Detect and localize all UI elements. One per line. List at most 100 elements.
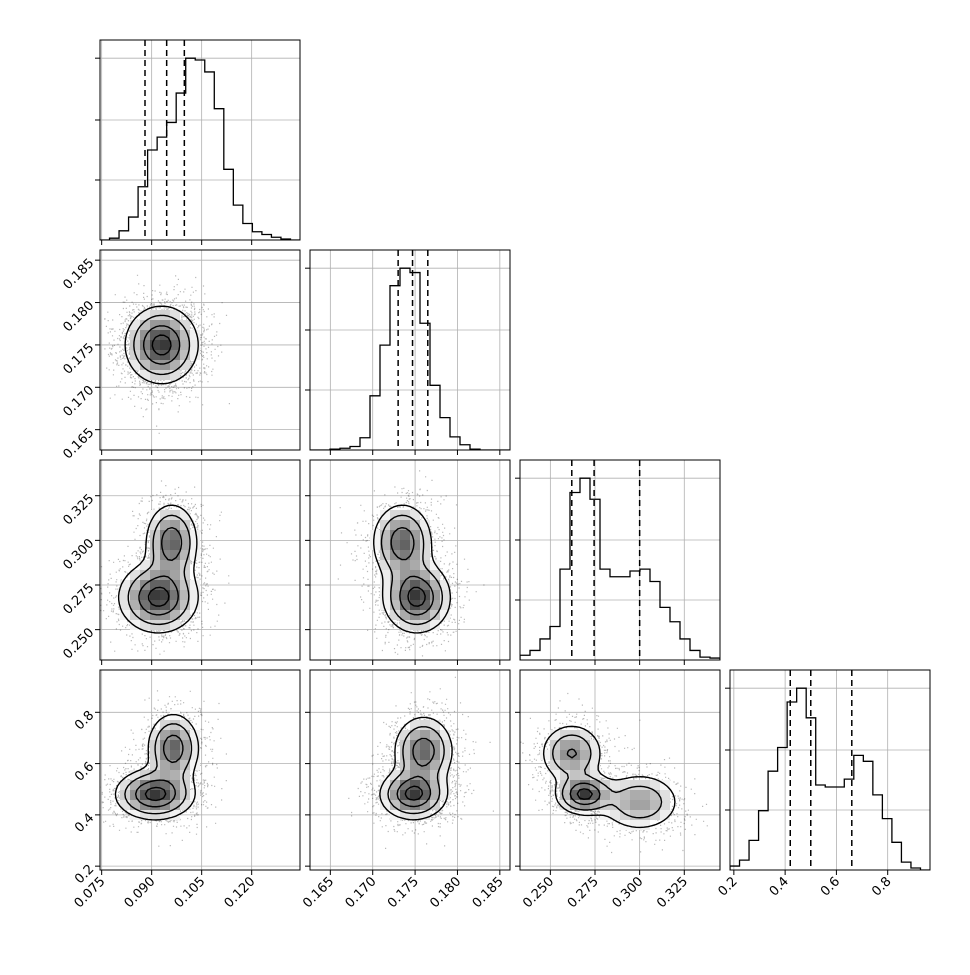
density-cell bbox=[170, 770, 180, 780]
y-tick-label: 0.8 bbox=[72, 708, 97, 733]
density-cell bbox=[380, 600, 390, 610]
density-cell bbox=[390, 570, 400, 580]
density-cell bbox=[390, 520, 400, 530]
density-cell bbox=[380, 800, 390, 810]
density-cell bbox=[440, 760, 450, 770]
density-cell bbox=[170, 610, 180, 620]
density-cell bbox=[420, 620, 430, 630]
y-tick-label: 0.325 bbox=[60, 491, 97, 528]
density-cell bbox=[150, 590, 160, 600]
density-cell bbox=[170, 350, 180, 360]
density-cell bbox=[550, 770, 560, 780]
density-cell bbox=[170, 310, 180, 320]
panel-frame bbox=[99, 39, 301, 241]
panel-r3-c3: 0.2 0.4 0.6 0.8 bbox=[715, 669, 931, 899]
density-cell bbox=[170, 320, 180, 330]
density-cell bbox=[130, 570, 140, 580]
density-cell bbox=[620, 780, 630, 790]
density-cell bbox=[190, 350, 200, 360]
density-cell bbox=[630, 820, 640, 830]
density-cell bbox=[540, 750, 550, 760]
density-cell bbox=[150, 340, 160, 350]
density-cell bbox=[400, 770, 410, 780]
density-cell bbox=[400, 520, 410, 530]
density-cell bbox=[400, 760, 410, 770]
density-cell bbox=[600, 800, 610, 810]
density-cell bbox=[580, 790, 590, 800]
density-cell bbox=[380, 540, 390, 550]
density-cell bbox=[140, 610, 150, 620]
density-cell bbox=[590, 760, 600, 770]
panel-content bbox=[100, 670, 300, 870]
density-cell bbox=[160, 340, 170, 350]
density-cell bbox=[180, 330, 190, 340]
y-tick-label: 0.6 bbox=[72, 759, 97, 784]
density-cell bbox=[160, 510, 170, 520]
density-cell bbox=[410, 760, 420, 770]
scatter-points bbox=[104, 274, 230, 434]
contour-level-3 bbox=[147, 586, 170, 607]
panel-r2-c0: 0.250 0.275 0.300 0.325 bbox=[60, 459, 301, 665]
density-cell bbox=[420, 600, 430, 610]
density-cell bbox=[550, 750, 560, 760]
density-cell bbox=[660, 790, 670, 800]
density-cell bbox=[180, 540, 190, 550]
density-cell bbox=[420, 540, 430, 550]
density-cell bbox=[160, 360, 170, 370]
density-cell bbox=[440, 590, 450, 600]
density-cell bbox=[180, 350, 190, 360]
panel-r0-c0 bbox=[95, 39, 301, 245]
density-cell bbox=[400, 810, 410, 820]
density-cell bbox=[160, 780, 170, 790]
density-cell bbox=[590, 770, 600, 780]
density-cell bbox=[120, 590, 130, 600]
density-cell bbox=[140, 570, 150, 580]
density-cell bbox=[170, 530, 180, 540]
density-cell bbox=[160, 580, 170, 590]
density-cell bbox=[170, 550, 180, 560]
panel-content bbox=[100, 250, 300, 450]
density-cell bbox=[590, 800, 600, 810]
density-cell bbox=[150, 550, 160, 560]
density-cell bbox=[140, 350, 150, 360]
density-cell bbox=[120, 610, 130, 620]
density-cell bbox=[130, 600, 140, 610]
density-cell bbox=[130, 580, 140, 590]
density-cell bbox=[180, 580, 190, 590]
contour-level-2 bbox=[390, 526, 434, 616]
density-cell bbox=[160, 370, 170, 380]
contour-level-1 bbox=[124, 723, 193, 815]
density-cell bbox=[150, 540, 160, 550]
density-cell bbox=[190, 580, 200, 590]
y-tick-label: 0.250 bbox=[60, 625, 97, 662]
x-tick-label: 0.6 bbox=[818, 874, 843, 899]
density-cell bbox=[180, 360, 190, 370]
density-cell bbox=[410, 780, 420, 790]
density-cell bbox=[130, 360, 140, 370]
density-cell bbox=[410, 570, 420, 580]
y-tick-label: 0.4 bbox=[72, 811, 97, 836]
density-cell bbox=[190, 600, 200, 610]
density-cell bbox=[390, 780, 400, 790]
contour-level-1 bbox=[380, 514, 444, 626]
density-cell bbox=[430, 750, 440, 760]
density-cell bbox=[140, 810, 150, 820]
density-cell bbox=[580, 760, 590, 770]
density-cell bbox=[440, 750, 450, 760]
histogram-step-line bbox=[310, 267, 510, 450]
density-cell bbox=[370, 540, 380, 550]
density-cell bbox=[150, 520, 160, 530]
density-cell bbox=[180, 510, 190, 520]
density-cell bbox=[390, 770, 400, 780]
density-cell bbox=[160, 610, 170, 620]
density-cell bbox=[420, 580, 430, 590]
density-cell bbox=[390, 590, 400, 600]
density-cell bbox=[560, 800, 570, 810]
density-cell bbox=[140, 600, 150, 610]
density-cell bbox=[160, 600, 170, 610]
density-cell bbox=[160, 520, 170, 530]
density-cell bbox=[160, 590, 170, 600]
density-cell bbox=[180, 340, 190, 350]
density-cell bbox=[160, 530, 170, 540]
